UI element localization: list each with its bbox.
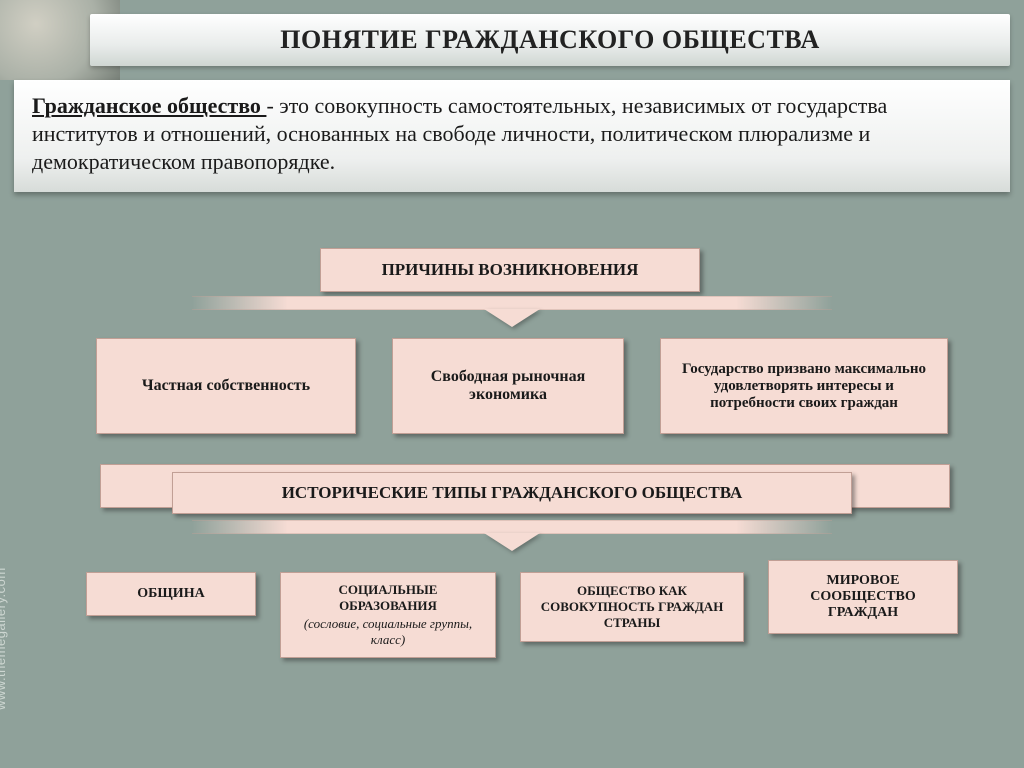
definition-block: Гражданское общество - это совокупность … bbox=[14, 80, 1010, 192]
type-label: МИРОВОЕ СООБЩЕСТВО ГРАЖДАН bbox=[779, 573, 947, 621]
type-label: ОБЩИНА bbox=[137, 586, 204, 602]
section1-heading: ПРИЧИНЫ ВОЗНИКНОВЕНИЯ bbox=[320, 248, 700, 292]
arrow-down-icon bbox=[192, 296, 832, 327]
cause-label: Частная собственность bbox=[142, 377, 310, 395]
watermark: www.themegallery.com bbox=[0, 567, 8, 710]
slide-title: ПОНЯТИЕ ГРАЖДАНСКОГО ОБЩЕСТВА bbox=[280, 25, 820, 55]
type-label: СОЦИАЛЬНЫЕ ОБРАЗОВАНИЯ bbox=[339, 582, 438, 613]
type-sublabel: (сословие, социальные группы, класс) bbox=[291, 616, 485, 648]
section2-heading-label: ИСТОРИЧЕСКИЕ ТИПЫ ГРАЖДАНСКОГО ОБЩЕСТВА bbox=[282, 483, 743, 503]
title-bar: ПОНЯТИЕ ГРАЖДАНСКОГО ОБЩЕСТВА bbox=[90, 14, 1010, 66]
section1-heading-label: ПРИЧИНЫ ВОЗНИКНОВЕНИЯ bbox=[382, 260, 639, 280]
cause-label: Свободная рыночная экономика bbox=[403, 368, 613, 404]
section2-heading: ИСТОРИЧЕСКИЕ ТИПЫ ГРАЖДАНСКОГО ОБЩЕСТВА bbox=[172, 472, 852, 514]
slide: ПОНЯТИЕ ГРАЖДАНСКОГО ОБЩЕСТВА Гражданско… bbox=[0, 0, 1024, 768]
arrow-down-icon bbox=[192, 520, 832, 551]
cause-box-1: Частная собственность bbox=[96, 338, 356, 434]
definition-term: Гражданское общество bbox=[32, 93, 266, 118]
type-box-2: СОЦИАЛЬНЫЕ ОБРАЗОВАНИЯ (сословие, социал… bbox=[280, 572, 496, 658]
type-box-1: ОБЩИНА bbox=[86, 572, 256, 616]
cause-box-2: Свободная рыночная экономика bbox=[392, 338, 624, 434]
cause-box-3: Государство призвано максимально удовлет… bbox=[660, 338, 948, 434]
type-label: ОБЩЕСТВО КАК СОВОКУПНОСТЬ ГРАЖДАН СТРАНЫ bbox=[531, 583, 733, 631]
type-box-4: МИРОВОЕ СООБЩЕСТВО ГРАЖДАН bbox=[768, 560, 958, 634]
cause-label: Государство призвано максимально удовлет… bbox=[671, 361, 937, 412]
type-box-3: ОБЩЕСТВО КАК СОВОКУПНОСТЬ ГРАЖДАН СТРАНЫ bbox=[520, 572, 744, 642]
